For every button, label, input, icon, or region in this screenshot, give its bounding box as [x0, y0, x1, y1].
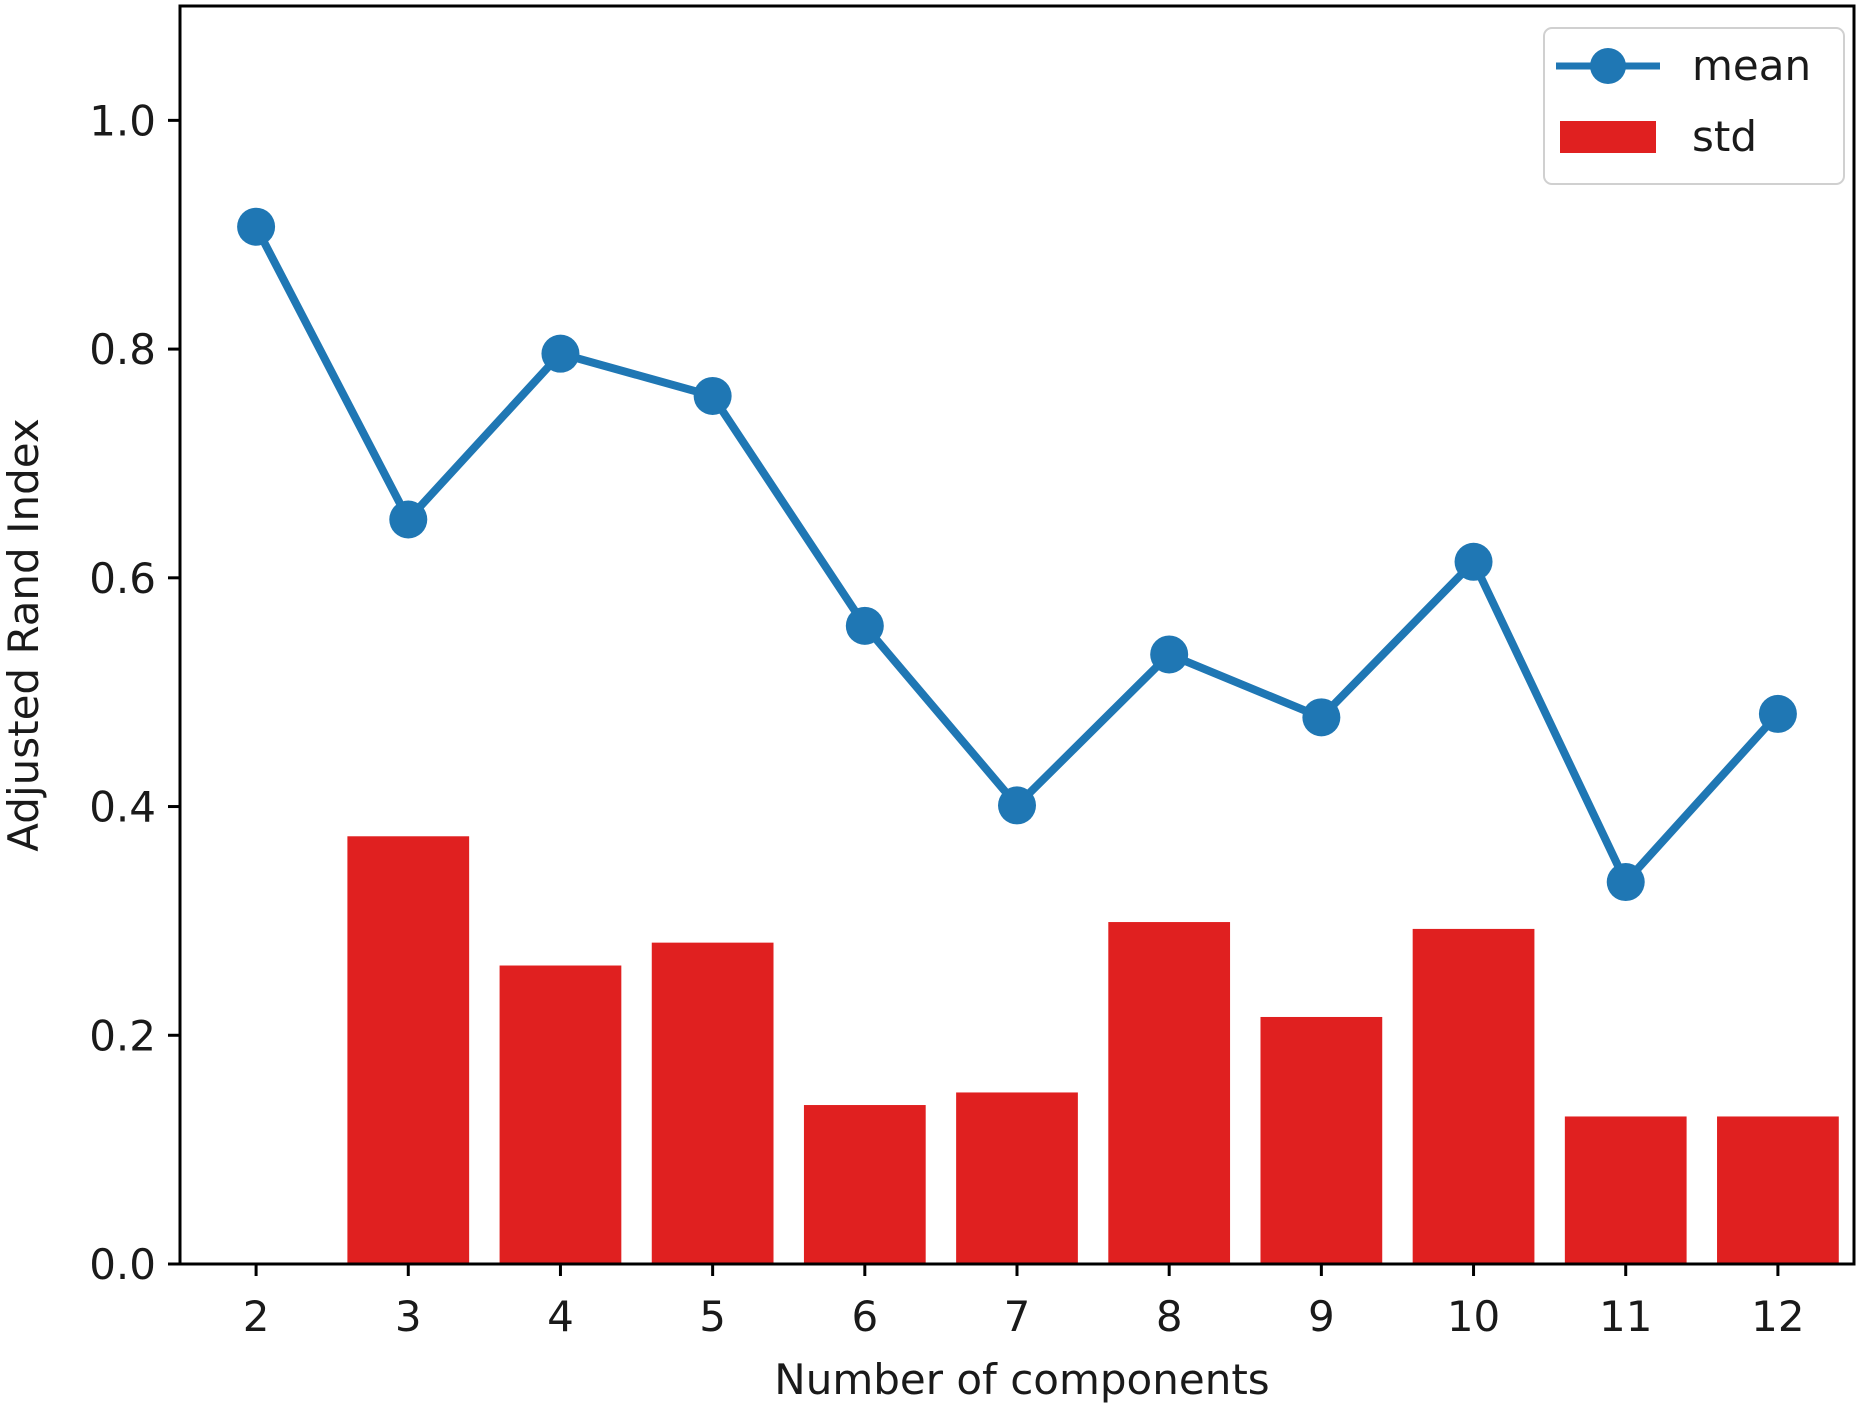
std-bar — [1108, 922, 1231, 1264]
mean-point — [1758, 694, 1797, 733]
x-tick-label: 3 — [395, 1292, 422, 1341]
x-tick-label: 9 — [1308, 1292, 1335, 1341]
y-axis-label: Adjusted Rand Index — [0, 418, 48, 851]
std-bar — [347, 836, 470, 1264]
line-layer — [237, 207, 1797, 902]
x-tick-label: 5 — [699, 1292, 726, 1341]
mean-point — [693, 376, 732, 415]
mean-point — [998, 786, 1036, 825]
mean-point — [541, 334, 580, 373]
x-tick-label: 12 — [1751, 1292, 1804, 1341]
x-tick-label: 11 — [1599, 1292, 1652, 1341]
y-tick-label: 1.0 — [89, 96, 156, 145]
x-tick-label: 6 — [851, 1292, 878, 1341]
y-axis: 0.0 0.2 0.4 0.6 0.8 1.0 — [89, 96, 180, 1289]
std-bar — [499, 965, 622, 1264]
y-tick-label: 0.4 — [89, 783, 156, 832]
mean-point — [1606, 863, 1645, 902]
legend-std-swatch — [1560, 121, 1656, 153]
mean-point — [1302, 698, 1341, 737]
legend-std-label: std — [1692, 112, 1757, 161]
legend-mean-marker — [1590, 48, 1626, 84]
legend-mean-label: mean — [1692, 41, 1811, 90]
mean-point — [845, 606, 884, 645]
std-bar — [1717, 1116, 1839, 1264]
bar-layer — [347, 836, 1839, 1264]
mean-point — [1150, 635, 1189, 674]
std-bar — [1564, 1116, 1687, 1264]
x-tick-label: 10 — [1447, 1292, 1500, 1341]
legend: mean std — [1543, 27, 1845, 185]
std-bar — [956, 1092, 1078, 1264]
x-tick-label: 8 — [1156, 1292, 1183, 1341]
mean-point — [389, 500, 428, 539]
mean-point — [237, 207, 276, 246]
y-tick-label: 0.6 — [89, 554, 156, 603]
x-axis-label: Number of components — [774, 1355, 1269, 1404]
y-tick-label: 0.2 — [89, 1011, 156, 1060]
std-bar — [1412, 928, 1535, 1264]
x-tick-label: 2 — [243, 1292, 270, 1341]
x-tick-label: 7 — [1004, 1292, 1031, 1341]
mean-line — [252, 224, 1781, 887]
y-tick-label: 0.8 — [89, 325, 156, 374]
x-tick-label: 4 — [547, 1292, 574, 1341]
std-bar — [803, 1105, 926, 1264]
y-tick-label: 0.0 — [89, 1240, 156, 1289]
std-bar — [651, 942, 774, 1264]
std-bar — [1260, 1016, 1383, 1264]
x-axis: 2 3 4 5 6 7 8 9 10 11 12 — [243, 1264, 1805, 1341]
mean-point — [1454, 542, 1493, 581]
